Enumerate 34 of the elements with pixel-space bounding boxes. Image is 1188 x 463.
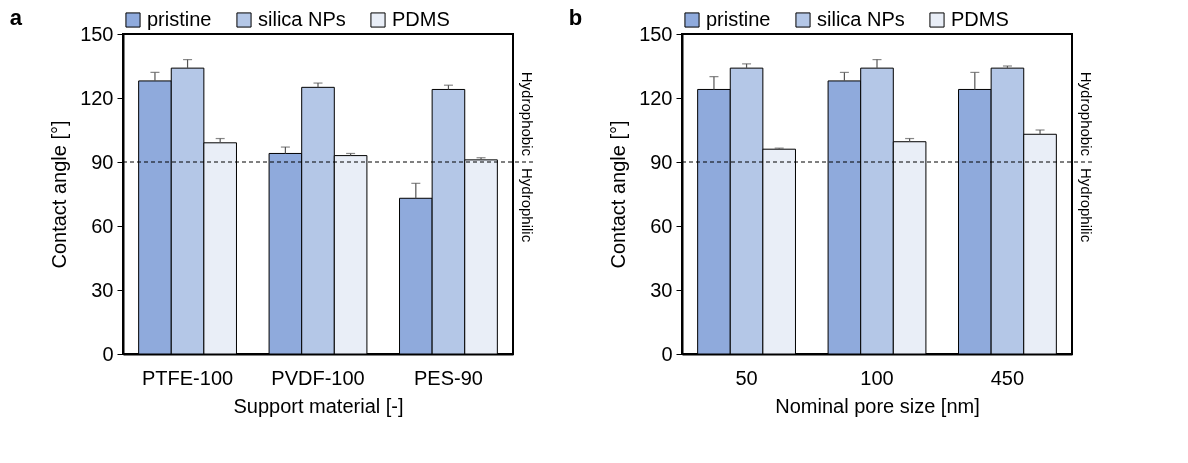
x-axis-title: Nominal pore size [nm] — [775, 394, 980, 417]
y-tick-label: 0 — [102, 342, 114, 365]
legend-label: pristine — [147, 8, 212, 30]
chart-title: a — [9, 5, 23, 30]
y-tick-label: 90 — [650, 150, 673, 173]
y-tick-label: 120 — [639, 86, 673, 109]
x-tick-label: PES-90 — [413, 366, 483, 389]
x-tick-label: 450 — [990, 366, 1025, 389]
y-tick-label: 30 — [91, 278, 114, 301]
y-tick-label: 30 — [650, 278, 673, 301]
y-tick-label: 60 — [91, 214, 114, 237]
legend-label: silica NPs — [817, 8, 905, 30]
legend-label: silica NPs — [258, 8, 346, 30]
x-axis-title: Support material [-] — [233, 394, 404, 417]
y-tick-label: 90 — [91, 150, 114, 173]
y-tick-label: 60 — [650, 214, 673, 237]
legend-label: PDMS — [951, 8, 1009, 30]
y-axis-title: Contact angle [°] — [48, 120, 71, 269]
y-tick-label: 120 — [80, 86, 114, 109]
chart-title: b — [568, 5, 583, 30]
x-tick-label: PTFE-100 — [141, 366, 234, 389]
x-tick-label: PVDF-100 — [271, 366, 365, 389]
text: Hydrophilic — [519, 168, 536, 243]
text: Hydrophilic — [1078, 168, 1095, 243]
text: Hydrophobic — [1078, 71, 1095, 157]
legend-label: PDMS — [392, 8, 450, 30]
y-axis-title: Contact angle [°] — [607, 120, 630, 269]
y-tick-label: 0 — [661, 342, 673, 365]
y-tick-label: 150 — [639, 22, 673, 45]
text: Hydrophobic — [519, 71, 536, 157]
x-tick-label: 50 — [735, 366, 758, 389]
y-tick-label: 150 — [80, 22, 114, 45]
legend-label: pristine — [706, 8, 771, 30]
x-tick-label: 100 — [860, 366, 894, 389]
